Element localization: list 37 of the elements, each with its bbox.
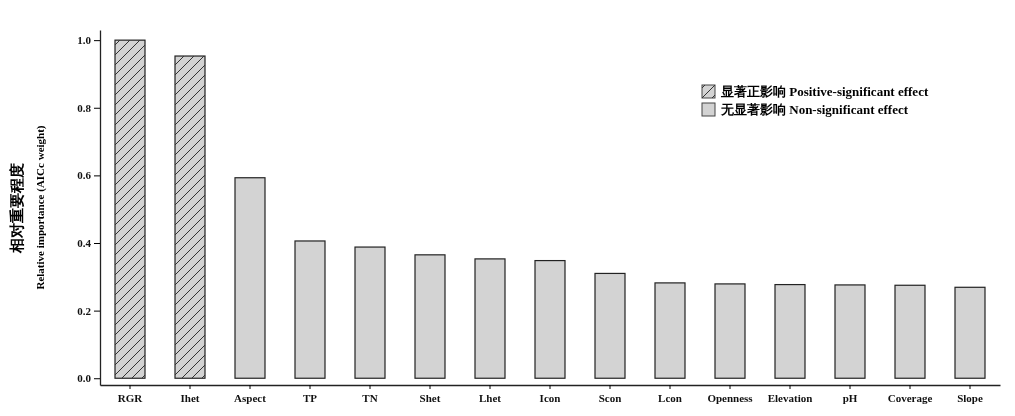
- x-tick-label: TN: [362, 391, 378, 404]
- y-tick-label: 0.4: [77, 237, 92, 250]
- bar: [534, 259, 566, 379]
- y-tick-label: 0.2: [77, 304, 92, 317]
- bar: [894, 284, 926, 379]
- x-tick-label: Lcon: [658, 391, 682, 404]
- y-axis-title: 相对重要程度 Relative importance (AICc weight): [8, 125, 47, 290]
- bar: [594, 272, 626, 379]
- x-tick-label: Slope: [957, 391, 983, 404]
- x-tick-label: RGR: [117, 391, 144, 404]
- y-tick-label: 0.8: [77, 101, 92, 114]
- bar: [294, 240, 326, 379]
- bar: [774, 283, 806, 379]
- x-tick-label: Lhet: [479, 391, 502, 404]
- y-tick-label: 0.0: [77, 372, 92, 385]
- bar: [714, 283, 746, 379]
- x-tick-label: TP: [302, 391, 318, 404]
- x-tick-label: Icon: [539, 391, 561, 404]
- x-tick-label: Ihet: [180, 391, 200, 404]
- y-tick-label: 0.6: [77, 169, 92, 182]
- bar: [354, 246, 386, 379]
- x-tick-label: Coverage: [887, 391, 933, 404]
- x-tick-label: Shet: [419, 391, 441, 404]
- bar: [414, 254, 446, 379]
- bar: [474, 258, 506, 379]
- x-tick-label: Scon: [598, 391, 622, 404]
- y-tick-label: 1.0: [77, 34, 92, 47]
- bar: [234, 177, 266, 379]
- bar: [834, 284, 866, 379]
- bar: [954, 286, 986, 379]
- legend-label: 无显著影响 Non-significant effect: [720, 102, 909, 117]
- x-tick-label: pH: [842, 391, 858, 404]
- x-tick-label: Openness: [707, 391, 754, 404]
- bar: [654, 282, 686, 379]
- x-tick-label: Aspect: [234, 391, 267, 404]
- legend-label: 显著正影响 Positive-significant effect: [720, 84, 929, 99]
- x-tick-label: Elevation: [767, 391, 813, 404]
